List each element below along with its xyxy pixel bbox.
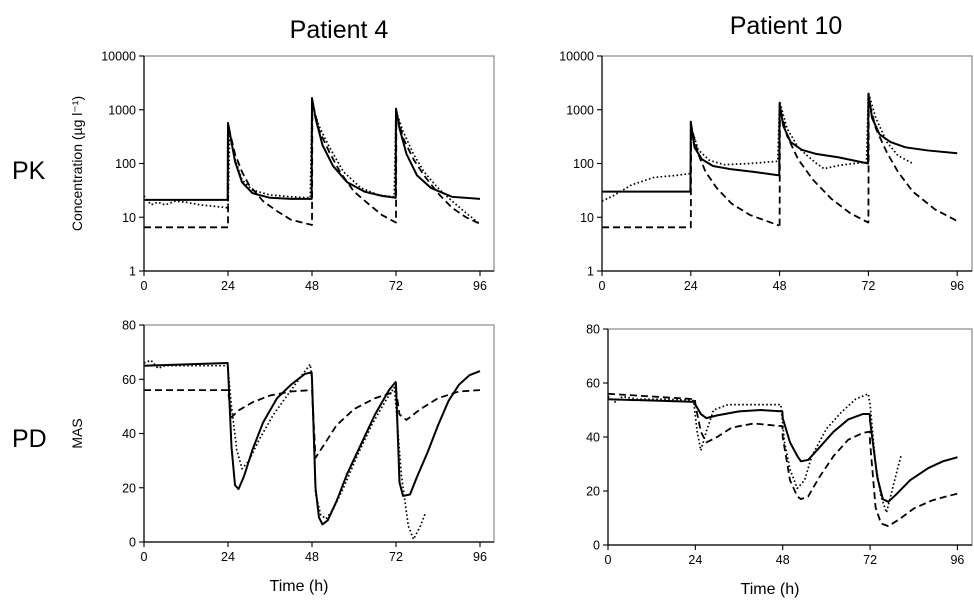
series-line-dashed <box>602 125 780 229</box>
series-layer-pk-patient4 <box>143 97 481 229</box>
axes-layer-pd-patient10: 0 24 48 72 96 0 20 40 60 80 Time (h) <box>586 323 973 598</box>
series-line-dotted <box>607 392 902 514</box>
series-line-dashed <box>144 101 481 229</box>
series-line-dashed <box>778 99 958 226</box>
x-tick-label: 96 <box>950 553 964 567</box>
series-line-solid <box>607 398 958 503</box>
x-tick-label: 48 <box>776 553 790 567</box>
x-tick-label: 0 <box>599 279 606 293</box>
y-tick-label: 80 <box>122 319 136 333</box>
series-line-dotted <box>143 359 427 541</box>
panel-pd-patient4: 0 24 48 72 96 0 20 40 60 80 MAS Time (h) <box>69 319 495 595</box>
x-tick-label: 48 <box>773 279 787 293</box>
y-tick-label: 10000 <box>101 50 136 64</box>
row-label-pk: PK <box>12 157 46 185</box>
y-tick-label: 1000 <box>566 103 594 117</box>
axes-layer-pd-patient4: 0 24 48 72 96 0 20 40 60 80 MAS Time (h) <box>69 319 495 595</box>
x-tick-label: 96 <box>950 279 964 293</box>
column-title-patient-4: Patient 4 <box>290 16 389 44</box>
panel-pk-patient10: 0 24 48 72 96 1 10 100 1000 10000 <box>559 50 973 293</box>
series-layer-pd-patient4 <box>143 359 481 541</box>
series-line-dashed <box>144 389 481 459</box>
series-line-dotted <box>601 91 914 202</box>
y-tick-label: 60 <box>586 377 600 391</box>
x-tick-label: 72 <box>389 550 403 564</box>
y-tick-label: 1 <box>129 265 136 279</box>
x-tick-label: 96 <box>473 279 487 293</box>
x-tick-label: 24 <box>221 279 235 293</box>
y-tick-label: 10 <box>122 211 136 225</box>
x-axis-label: Time (h) <box>741 581 800 598</box>
x-tick-label: 72 <box>389 279 403 293</box>
y-axis-label: MAS <box>69 418 85 448</box>
axes-layer-pk-patient10: 0 24 48 72 96 1 10 100 1000 10000 <box>559 50 973 293</box>
y-tick-label: 1 <box>587 265 594 279</box>
series-line-dashed <box>607 392 958 527</box>
y-tick-label: 20 <box>586 485 600 499</box>
plot-frame <box>143 55 495 272</box>
x-tick-label: 48 <box>305 550 319 564</box>
y-tick-label: 10 <box>580 211 594 225</box>
x-tick-label: 0 <box>141 279 148 293</box>
y-tick-label: 40 <box>122 427 136 441</box>
axes-layer-pk-patient4: 0 24 48 72 96 1 10 100 1000 10000 Concentration (µ… <box>69 50 495 293</box>
y-tick-label: 100 <box>573 157 594 171</box>
y-tick-label: 0 <box>129 536 136 550</box>
series-line-solid <box>143 361 481 526</box>
y-tick-label: 40 <box>586 431 600 445</box>
x-tick-label: 0 <box>605 553 612 567</box>
plot-frame <box>601 55 973 272</box>
series-layer-pd-patient10 <box>607 392 958 527</box>
y-tick-label: 1000 <box>108 103 136 117</box>
x-axis-label: Time (h) <box>270 578 329 595</box>
y-tick-label: 0 <box>593 539 600 553</box>
series-line-solid <box>144 97 481 201</box>
series-layer-pk-patient10 <box>601 91 958 229</box>
y-axis-label: Concentration (µg l⁻¹) <box>69 96 85 231</box>
x-tick-label: 24 <box>221 550 235 564</box>
y-tick-label: 10000 <box>559 50 594 64</box>
row-label-pd: PD <box>12 425 47 453</box>
plot-frame <box>607 328 973 546</box>
x-tick-label: 48 <box>305 279 319 293</box>
x-tick-label: 24 <box>684 279 698 293</box>
panel-pk-patient4: 0 24 48 72 96 1 10 100 1000 10000 Concentration (µ… <box>69 50 495 293</box>
y-tick-label: 80 <box>586 323 600 337</box>
x-tick-label: 96 <box>473 550 487 564</box>
panel-pd-patient10: 0 24 48 72 96 0 20 40 60 80 Time (h) <box>586 323 973 598</box>
y-tick-label: 100 <box>115 157 136 171</box>
x-tick-label: 72 <box>861 279 875 293</box>
x-tick-label: 0 <box>141 550 148 564</box>
y-tick-label: 60 <box>122 373 136 387</box>
y-tick-label: 20 <box>122 481 136 495</box>
x-tick-label: 72 <box>863 553 877 567</box>
x-tick-label: 24 <box>688 553 702 567</box>
column-title-patient-10: Patient 10 <box>730 12 843 40</box>
